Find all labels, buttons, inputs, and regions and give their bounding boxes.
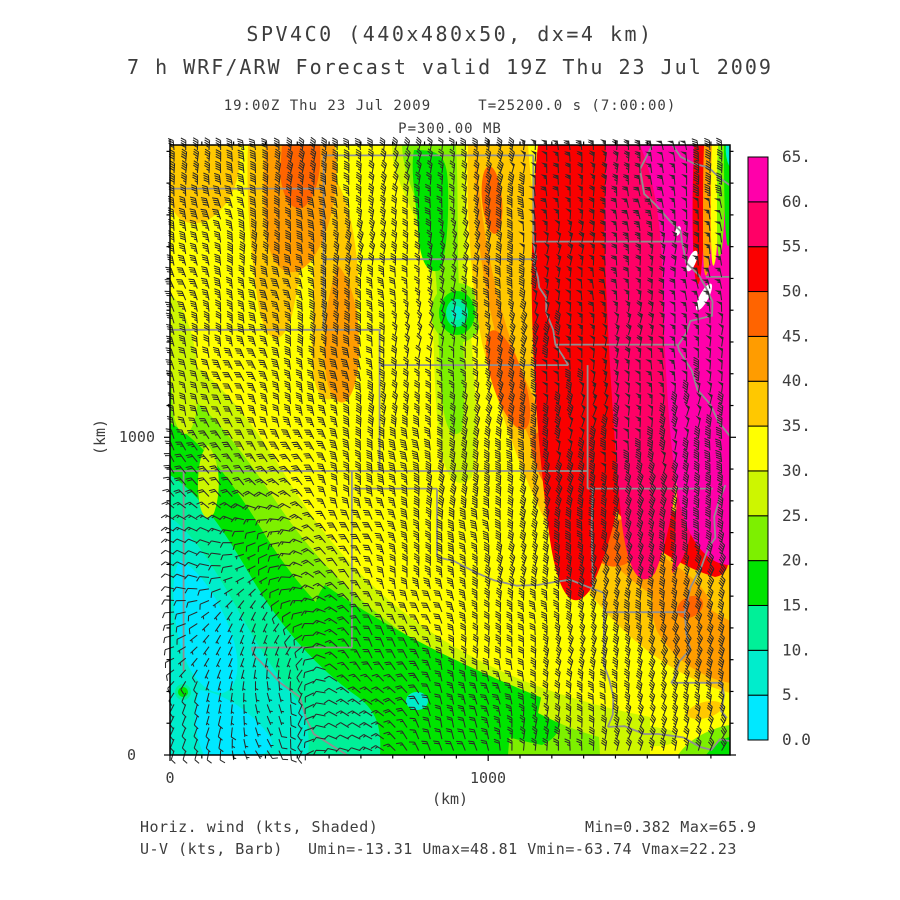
state-border — [532, 155, 570, 366]
shaded-field-label: Horiz. wind (kts, Shaded) — [140, 818, 379, 836]
valid-time-line: 19:00Z Thu 23 Jul 2009 T=25200.0 s (7:00… — [223, 98, 677, 114]
plot-title: SPV4C0 (440x480x50, dx=4 km) — [246, 22, 654, 46]
shaded-field-stats: Min=0.382 Max=65.9 — [585, 818, 757, 836]
wind-barb-pennants — [509, 138, 724, 468]
colorbar-tick-label: 10. — [782, 640, 811, 659]
colorbar-tick-label: 25. — [782, 506, 811, 525]
colorbar-tick-label: 30. — [782, 461, 811, 480]
barb-field-label: U-V (kts, Barb) — [140, 840, 283, 858]
colorbar-segment — [747, 156, 769, 203]
colorbar-segment — [747, 246, 769, 293]
colorbar-segment — [747, 694, 769, 741]
colorbar-segment — [747, 425, 769, 472]
x-tick-1000: 1000 — [470, 769, 506, 787]
plot-subtitle: 7 h WRF/ARW Forecast valid 19Z Thu 23 Ju… — [127, 55, 773, 79]
y-tick-0: 0 — [127, 746, 136, 764]
y-tick-1000: 1000 — [119, 428, 155, 446]
colorbar-tick-label: 0.0 — [782, 730, 811, 749]
colorbar-tick-label: 55. — [782, 237, 811, 256]
map-frame — [169, 144, 731, 756]
colorbar-tick-label: 60. — [782, 192, 811, 211]
colorbar-tick-label: 50. — [782, 282, 811, 301]
state-border — [603, 592, 615, 728]
colorbar-segment — [747, 470, 769, 517]
barb-field-stats: Umin=-13.31 Umax=48.81 Vmin=-63.74 Vmax=… — [308, 840, 737, 858]
state-border — [250, 647, 348, 755]
state-border — [607, 725, 730, 751]
map-plot-area — [160, 136, 736, 764]
y-axis-title: (km) — [91, 419, 109, 455]
x-tick-0: 0 — [165, 769, 174, 787]
colorbar-segment — [747, 515, 769, 562]
x-axis-title: (km) — [432, 790, 468, 808]
colorbar-tick-label: 5. — [782, 685, 801, 704]
colorbar-tick-label: 65. — [782, 147, 811, 166]
colorbar-segment — [747, 649, 769, 696]
colorbar-segment — [747, 380, 769, 427]
colorbar-segment — [747, 335, 769, 382]
axis-labels: 0 1000 (km) 0 1000 (km) — [91, 419, 506, 808]
colorbar-labels: 0.0 5. 10. 15. 20. 25. 30. 35. 40. 45. 50. 55. 60. 65… — [782, 147, 811, 749]
colorbar-segment — [747, 291, 769, 337]
pressure-level-line: P=300.00 MB — [398, 121, 502, 137]
colorbar-segments — [747, 156, 769, 741]
colorbar-segment — [747, 560, 769, 606]
colorbar-segment — [747, 201, 769, 248]
colorbar: 0.0 5. 10. 15. 20. 25. 30. 35. 40. 45. 50. 55. 60. 65… — [747, 147, 811, 749]
colorbar-tick-label: 35. — [782, 416, 811, 435]
colorbar-tick-label: 45. — [782, 326, 811, 345]
colorbar-tick-label: 15. — [782, 595, 811, 614]
colorbar-segment — [747, 604, 769, 651]
colorbar-tick-label: 20. — [782, 551, 811, 570]
colorbar-tick-label: 40. — [782, 371, 811, 390]
wind-speed-shading-layer — [170, 145, 730, 755]
